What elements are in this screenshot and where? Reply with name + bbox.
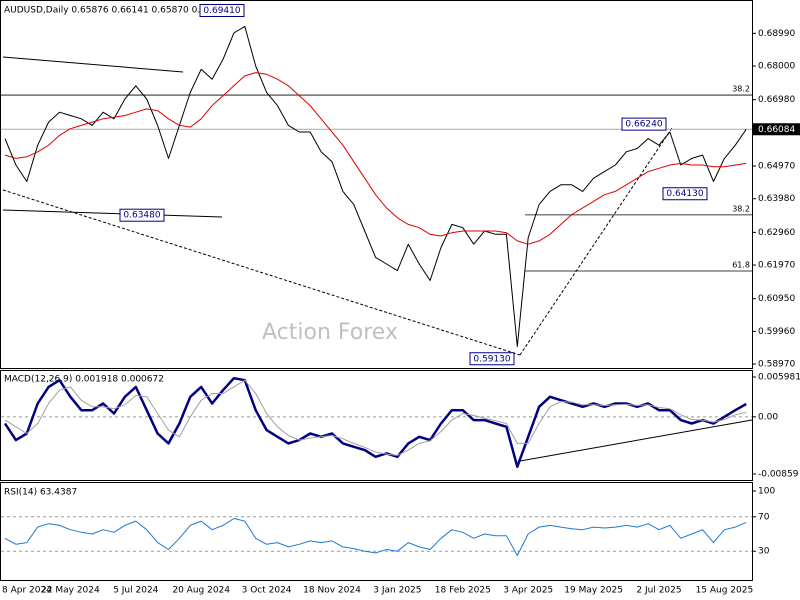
price-annotation: 0.63480 xyxy=(123,211,160,221)
fib-label: 38.2 xyxy=(732,204,750,213)
series-line xyxy=(3,376,747,468)
series-line xyxy=(4,72,747,245)
x-tick-label: 19 May 2025 xyxy=(564,586,623,596)
y-tick-label: 0.58970 xyxy=(758,360,795,370)
price-annotation-box xyxy=(662,187,708,201)
x-tick-label: 3 Jan 2025 xyxy=(373,586,421,596)
chart-title: MACD(12,26,9) 0.001918 0.000672 xyxy=(4,375,164,385)
price-annotation: 0.64130 xyxy=(666,189,703,199)
x-tick-label: 3 Apr 2025 xyxy=(503,586,553,596)
y-tick-label: 0.62960 xyxy=(758,228,795,238)
price-annotation-box xyxy=(199,3,245,17)
x-tick-label: 2 Jul 2025 xyxy=(636,586,681,596)
trend-line xyxy=(519,419,753,462)
series-line xyxy=(4,379,747,456)
trend-line xyxy=(2,189,521,356)
y-tick-label: 0.005981 xyxy=(758,373,800,383)
y-tick-label: 100 xyxy=(758,487,775,497)
series-line xyxy=(4,518,747,556)
y-tick-label: 0.60950 xyxy=(758,294,795,304)
y-tick-label: 0.00 xyxy=(758,412,778,422)
price-annotation: 0.59130 xyxy=(473,354,510,364)
y-tick-label: 0.64970 xyxy=(758,162,795,172)
x-tick-label: 3 Oct 2024 xyxy=(242,586,292,596)
y-tick-label: 0.59960 xyxy=(758,327,795,337)
price-annotation-box xyxy=(621,117,667,131)
last-price-box xyxy=(752,123,800,136)
series-line xyxy=(4,25,747,347)
x-tick-label: 5 Jul 2024 xyxy=(113,586,158,596)
y-tick-label: 70 xyxy=(758,512,770,522)
last-price-label: 0.66084 xyxy=(758,125,795,135)
chart-title: RSI(14) 63.4387 xyxy=(4,488,77,498)
trend-line xyxy=(2,56,184,73)
x-tick-label: 18 Feb 2025 xyxy=(435,586,491,596)
y-tick-label: 0.68000 xyxy=(758,62,795,72)
y-tick-label: 30 xyxy=(758,547,770,557)
y-tick-label: 0.66980 xyxy=(758,95,795,105)
x-tick-label: 22 May 2024 xyxy=(41,586,100,596)
fib-label: 61.8 xyxy=(732,260,750,269)
trend-line xyxy=(519,127,673,356)
watermark: Action Forex xyxy=(262,320,398,345)
y-tick-label: 0.61970 xyxy=(758,261,795,271)
price-annotation: 0.69410 xyxy=(203,6,240,16)
fib-label: 38.2 xyxy=(732,85,750,94)
x-tick-label: 15 Aug 2025 xyxy=(696,586,754,596)
macd-pane xyxy=(0,370,753,481)
price-annotation-box xyxy=(119,208,165,222)
y-tick-label: 0.68990 xyxy=(758,29,795,39)
y-tick-label: -0.00859 xyxy=(758,470,799,480)
rsi-pane xyxy=(0,482,753,581)
x-tick-label: 18 Nov 2024 xyxy=(303,586,361,596)
trend-line xyxy=(2,209,223,218)
x-tick-label: 20 Aug 2024 xyxy=(172,586,230,596)
price-annotation: 0.66240 xyxy=(625,120,662,130)
price-annotation-box xyxy=(469,352,515,366)
price-pane xyxy=(0,0,753,369)
y-tick-label: 0.63980 xyxy=(758,194,795,204)
chart-title: AUDUSD,Daily 0.65876 0.66141 0.65870 0.6… xyxy=(4,6,229,16)
x-tick-label: 8 Apr 2024 xyxy=(2,586,52,596)
